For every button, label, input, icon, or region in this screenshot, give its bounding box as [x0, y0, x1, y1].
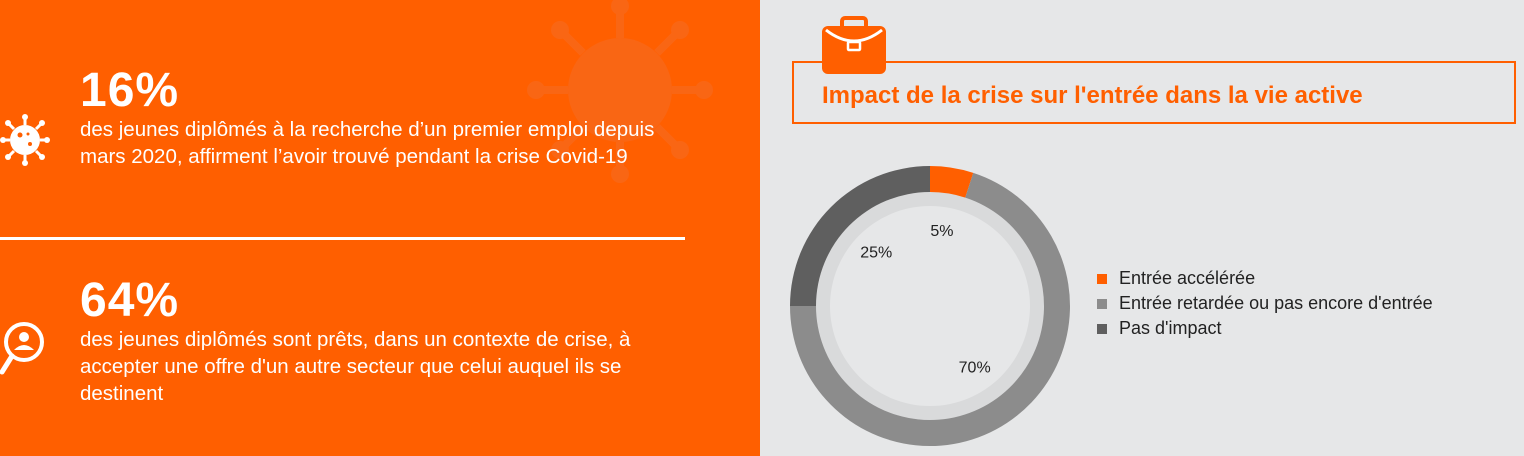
- briefcase-icon: [822, 16, 886, 74]
- virus-icon: [0, 114, 50, 166]
- legend-swatch: [1097, 273, 1107, 284]
- search-user-icon: [0, 322, 44, 375]
- legend-item-no-impact: Pas d'impact: [1097, 316, 1433, 341]
- stat-block-1: 16% des jeunes diplômés à la recherche d…: [80, 66, 690, 170]
- legend-label: Pas d'impact: [1119, 318, 1222, 338]
- legend-swatch: [1097, 298, 1107, 309]
- legend-item-accelerated: Entrée accélérée: [1097, 266, 1433, 291]
- virus-background-icon: [527, 0, 713, 183]
- legend-swatch: [1097, 323, 1107, 334]
- legend-label: Entrée retardée ou pas encore d'entrée: [1119, 293, 1433, 313]
- stat-2-text: des jeunes diplômés sont prêts, dans un …: [80, 328, 631, 405]
- chart-title: Impact de la crise sur l'entrée dans la …: [822, 82, 1363, 109]
- donut-chart: 5% 70% 25%: [790, 166, 1070, 446]
- stat-2-value: 64%: [80, 274, 180, 327]
- slice-label-1: 70%: [959, 359, 991, 376]
- donut-slice-0: [930, 166, 974, 198]
- stat-1-value: 16%: [80, 64, 180, 117]
- divider: [0, 237, 685, 240]
- left-panel: 16% des jeunes diplômés à la recherche d…: [0, 0, 760, 456]
- title-box: [792, 61, 1516, 124]
- slice-label-2: 25%: [860, 244, 892, 261]
- stat-block-2: 64% des jeunes diplômés sont prêts, dans…: [80, 276, 690, 407]
- stat-1-text: des jeunes diplômés à la recherche d’un …: [80, 118, 655, 168]
- donut-hole: [830, 206, 1030, 406]
- chart-legend: Entrée accélérée Entrée retardée ou pas …: [1097, 266, 1433, 341]
- legend-label: Entrée accélérée: [1119, 268, 1256, 288]
- slice-label-0: 5%: [930, 223, 953, 240]
- legend-item-delayed: Entrée retardée ou pas encore d'entrée: [1097, 291, 1433, 316]
- donut-slice-2: [790, 166, 930, 306]
